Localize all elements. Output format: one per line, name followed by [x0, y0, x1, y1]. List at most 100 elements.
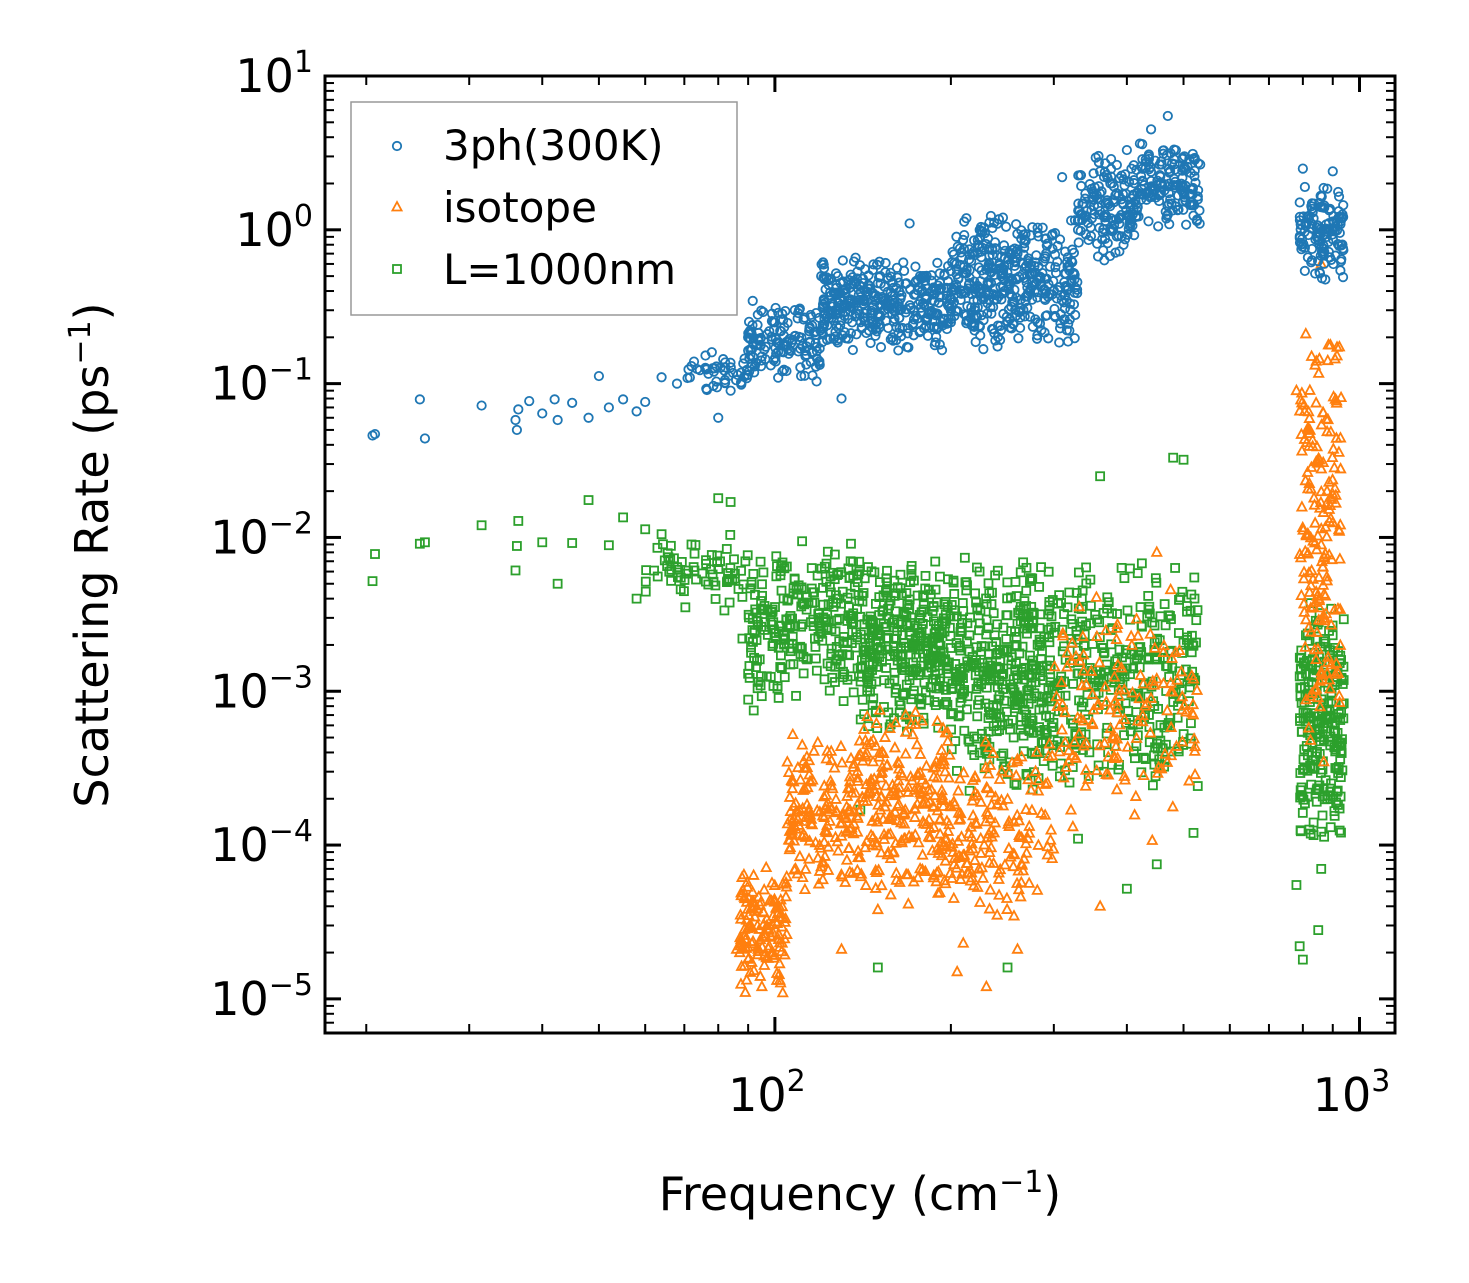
y-tick-label: 10−4: [210, 814, 313, 872]
data-point: [819, 802, 832, 814]
data-point: [1060, 760, 1073, 772]
data-point: [1094, 632, 1105, 643]
data-point: [1056, 597, 1066, 608]
data-point: [860, 777, 873, 790]
data-point: [968, 659, 979, 669]
data-point: [1305, 563, 1318, 576]
data-point: [885, 719, 896, 730]
data-point: [889, 622, 899, 633]
data-point: [904, 218, 915, 229]
data-point: [855, 867, 868, 879]
data-point: [1017, 641, 1028, 652]
data-point: [1030, 257, 1041, 268]
data-point: [1027, 321, 1038, 332]
data-point: [905, 773, 919, 786]
data-point: [778, 948, 791, 960]
data-point: [1031, 277, 1042, 288]
data-point: [1294, 211, 1305, 222]
data-point: [904, 600, 915, 611]
data-point: [939, 726, 952, 738]
data-point: [905, 717, 918, 730]
data-point: [758, 567, 769, 578]
data-point: [957, 765, 970, 778]
data-point: [1170, 563, 1181, 573]
data-point: [1322, 650, 1335, 662]
data-point: [1059, 735, 1072, 748]
data-point: [864, 784, 877, 796]
data-point: [818, 612, 829, 623]
data-point: [839, 875, 852, 887]
data-point: [920, 759, 933, 771]
data-point: [811, 851, 825, 863]
data-point: [900, 867, 913, 879]
data-point: [757, 917, 770, 929]
data-point: [983, 279, 994, 290]
data-point: [1065, 304, 1076, 315]
data-point: [810, 653, 821, 664]
data-point: [963, 279, 975, 290]
data-point: [1187, 672, 1200, 684]
data-point: [785, 827, 798, 840]
data-point: [1302, 404, 1315, 417]
data-point: [948, 296, 960, 308]
data-point: [916, 848, 929, 860]
data-point: [743, 668, 754, 679]
data-point: [730, 942, 743, 954]
data-point: [758, 929, 771, 941]
data-point: [1019, 242, 1030, 253]
data-point: [983, 578, 994, 589]
data-point: [798, 882, 812, 895]
data-point: [905, 830, 919, 843]
data-point: [1107, 732, 1120, 744]
data-point: [1321, 666, 1334, 678]
data-point: [839, 669, 850, 680]
data-point: [640, 576, 651, 587]
data-point: [912, 590, 923, 601]
data-point: [893, 345, 904, 356]
data-point: [1100, 767, 1113, 779]
data-point: [1309, 652, 1323, 665]
data-point: [884, 613, 894, 624]
data-point: [884, 888, 897, 900]
data-point: [847, 827, 860, 839]
data-point: [775, 662, 786, 672]
data-point: [974, 831, 987, 844]
data-point: [1052, 736, 1063, 747]
data-point: [898, 807, 911, 819]
data-point: [1320, 638, 1331, 649]
data-point: [916, 286, 927, 297]
data-point: [737, 942, 750, 954]
data-point: [970, 310, 981, 321]
data-point: [1306, 711, 1316, 722]
data-point: [732, 369, 743, 381]
data-point: [1109, 739, 1123, 752]
data-point: [567, 538, 578, 548]
data-point: [1302, 721, 1315, 733]
data-point: [946, 600, 957, 610]
data-point: [826, 643, 837, 654]
data-point: [1035, 726, 1045, 736]
data-point: [780, 305, 791, 317]
data-point: [994, 258, 1005, 269]
data-point: [1113, 718, 1126, 730]
data-point: [1043, 737, 1056, 749]
data-point: [1297, 954, 1308, 965]
data-point: [1174, 595, 1184, 605]
data-point: [1032, 227, 1043, 238]
data-point: [1323, 205, 1335, 216]
data-point: [988, 608, 999, 619]
data-point: [971, 788, 984, 801]
data-point: [1170, 145, 1181, 156]
data-point: [414, 394, 425, 405]
data-point: [852, 850, 865, 863]
data-point: [860, 737, 874, 750]
data-point: [1176, 735, 1189, 747]
data-point: [1305, 349, 1318, 361]
data-point: [760, 860, 773, 873]
data-point: [771, 571, 782, 582]
data-point: [781, 365, 792, 377]
data-point: [853, 284, 864, 295]
data-point: [751, 918, 764, 931]
data-point: [986, 308, 997, 319]
data-point: [1069, 269, 1080, 280]
